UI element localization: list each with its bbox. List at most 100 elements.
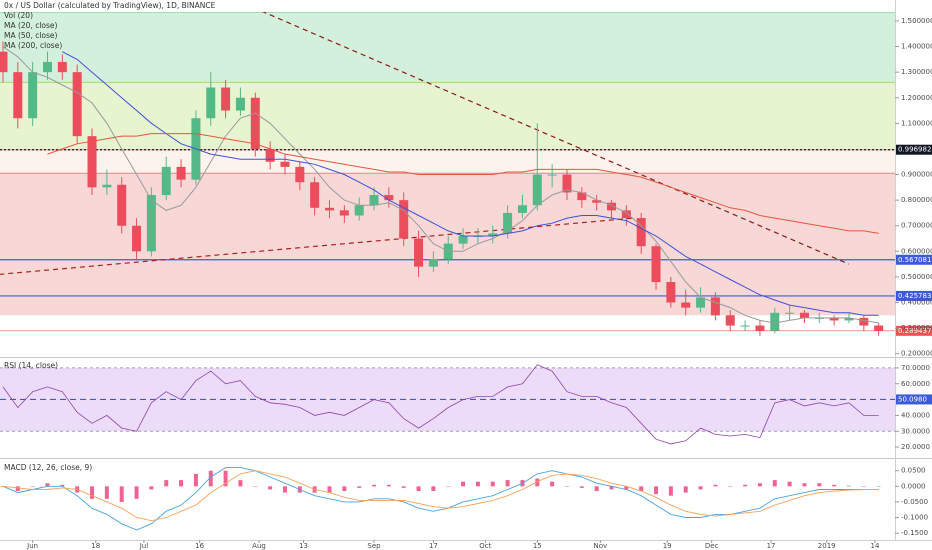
- macd-histogram-bar: [30, 486, 35, 487]
- candle-body: [488, 233, 498, 236]
- macd-title: MACD (12, 26, close, 9): [4, 463, 92, 472]
- x-tick-label: 13: [299, 542, 308, 550]
- legend-entry: MA (20, close): [4, 21, 58, 30]
- candle-body: [399, 200, 409, 239]
- macd-histogram-bar: [609, 486, 614, 490]
- macd-histogram-bar: [104, 486, 109, 499]
- candle-body: [874, 325, 884, 331]
- candle-body: [577, 192, 587, 201]
- macd-histogram-bar: [372, 484, 377, 487]
- candle-body: [0, 51, 8, 73]
- y-tick-label: 0.0000: [901, 482, 926, 490]
- legend-entry: MA (200, close): [4, 41, 62, 50]
- candle-body: [221, 87, 231, 111]
- macd-histogram-bar: [639, 486, 644, 492]
- moving-average: [2, 46, 879, 324]
- fib-zone: [0, 149, 895, 174]
- y-tick-label: 0.0500: [901, 467, 926, 475]
- moving-average: [62, 51, 879, 316]
- macd-histogram-bar: [164, 480, 169, 487]
- candle-body: [859, 317, 869, 326]
- macd-histogram-bar: [342, 486, 347, 492]
- y-tick-label: 0.300000: [901, 324, 932, 332]
- candle-body: [250, 97, 260, 149]
- x-tick-label: 17: [767, 542, 776, 550]
- macd-histogram-bar: [772, 480, 777, 487]
- x-tick-label: Jun: [26, 542, 38, 550]
- candle-body: [265, 148, 275, 162]
- macd-pane: [0, 467, 881, 531]
- x-tick-label: 18: [91, 542, 100, 550]
- macd-histogram-bar: [327, 486, 332, 493]
- candle-body: [206, 87, 216, 119]
- y-tick-label: 0.900000: [901, 171, 932, 179]
- candle-body: [102, 184, 112, 188]
- candle-body: [770, 312, 780, 331]
- macd-histogram-bar: [134, 486, 139, 499]
- y-tick-label: 30.0000: [901, 427, 930, 435]
- macd-histogram-bar: [564, 486, 569, 487]
- candle-body: [844, 317, 854, 321]
- macd-histogram-bar: [475, 481, 480, 487]
- candle-body: [681, 302, 691, 308]
- candle-body: [666, 282, 676, 303]
- y-tick-label: 1.200000: [901, 94, 932, 102]
- macd-histogram-bar: [60, 484, 65, 487]
- macd-histogram-bar: [149, 486, 154, 490]
- candle-body: [547, 174, 557, 176]
- macd-histogram-bar: [624, 486, 629, 490]
- candle-body: [280, 161, 290, 167]
- macd-histogram-bar: [416, 486, 421, 492]
- y-tick-label: 1.500000: [901, 17, 932, 25]
- macd-histogram-bar: [490, 481, 495, 487]
- candle-body: [414, 238, 424, 267]
- x-tick-label: Dec: [705, 542, 719, 550]
- macd-histogram-bar: [668, 486, 673, 496]
- macd-histogram-bar: [401, 486, 406, 488]
- macd-histogram-bar: [846, 485, 851, 487]
- macd-histogram-bar: [90, 486, 95, 499]
- candle-body: [339, 210, 349, 216]
- candle-body: [651, 246, 661, 283]
- y-tick-label: 0.200000: [901, 350, 932, 358]
- macd-histogram-bar: [45, 483, 50, 487]
- candle-body: [369, 195, 379, 206]
- candle-body: [176, 166, 186, 180]
- rsi-pane: [0, 364, 895, 445]
- candle-body: [799, 312, 809, 318]
- trend-line: [0, 217, 634, 275]
- price-tag: [896, 394, 932, 405]
- x-tick-label: 16: [195, 542, 204, 550]
- macd-histogram-bar: [223, 470, 228, 487]
- candle-body: [636, 218, 646, 247]
- fib-zone: [0, 12, 895, 83]
- y-tick-label: 0.500000: [901, 273, 932, 281]
- candle-body: [132, 225, 142, 252]
- macd-histogram-bar: [461, 481, 466, 487]
- y-tick-label: 40.0000: [901, 411, 930, 419]
- price-tag-label: 0.425783: [898, 292, 931, 300]
- moving-average: [47, 133, 879, 234]
- macd-histogram-bar: [15, 486, 20, 492]
- x-tick-label: Oct: [479, 542, 491, 550]
- macd-histogram-bar: [179, 480, 184, 487]
- candle-body: [458, 235, 468, 244]
- candle-body: [755, 325, 765, 331]
- candle-body: [725, 315, 735, 326]
- x-tick-label: 15: [533, 542, 542, 550]
- candle-body: [785, 312, 795, 314]
- macd-histogram-bar: [535, 478, 540, 487]
- candle-body: [710, 297, 720, 316]
- candle-body: [295, 166, 305, 183]
- x-tick-label: 2019: [818, 542, 836, 550]
- y-tick-label: 20.0000: [901, 443, 930, 451]
- y-tick-label: -0.1500: [901, 529, 928, 537]
- y-tick-label: -0.1000: [901, 514, 928, 522]
- macd-histogram-bar: [654, 486, 659, 495]
- x-tick-label: 14: [871, 542, 880, 550]
- macd-histogram-bar: [757, 483, 762, 487]
- macd-histogram-bar: [728, 486, 733, 487]
- x-tick-label: Sep: [367, 542, 381, 550]
- macd-histogram-bar: [446, 486, 451, 487]
- candle-body: [503, 212, 513, 234]
